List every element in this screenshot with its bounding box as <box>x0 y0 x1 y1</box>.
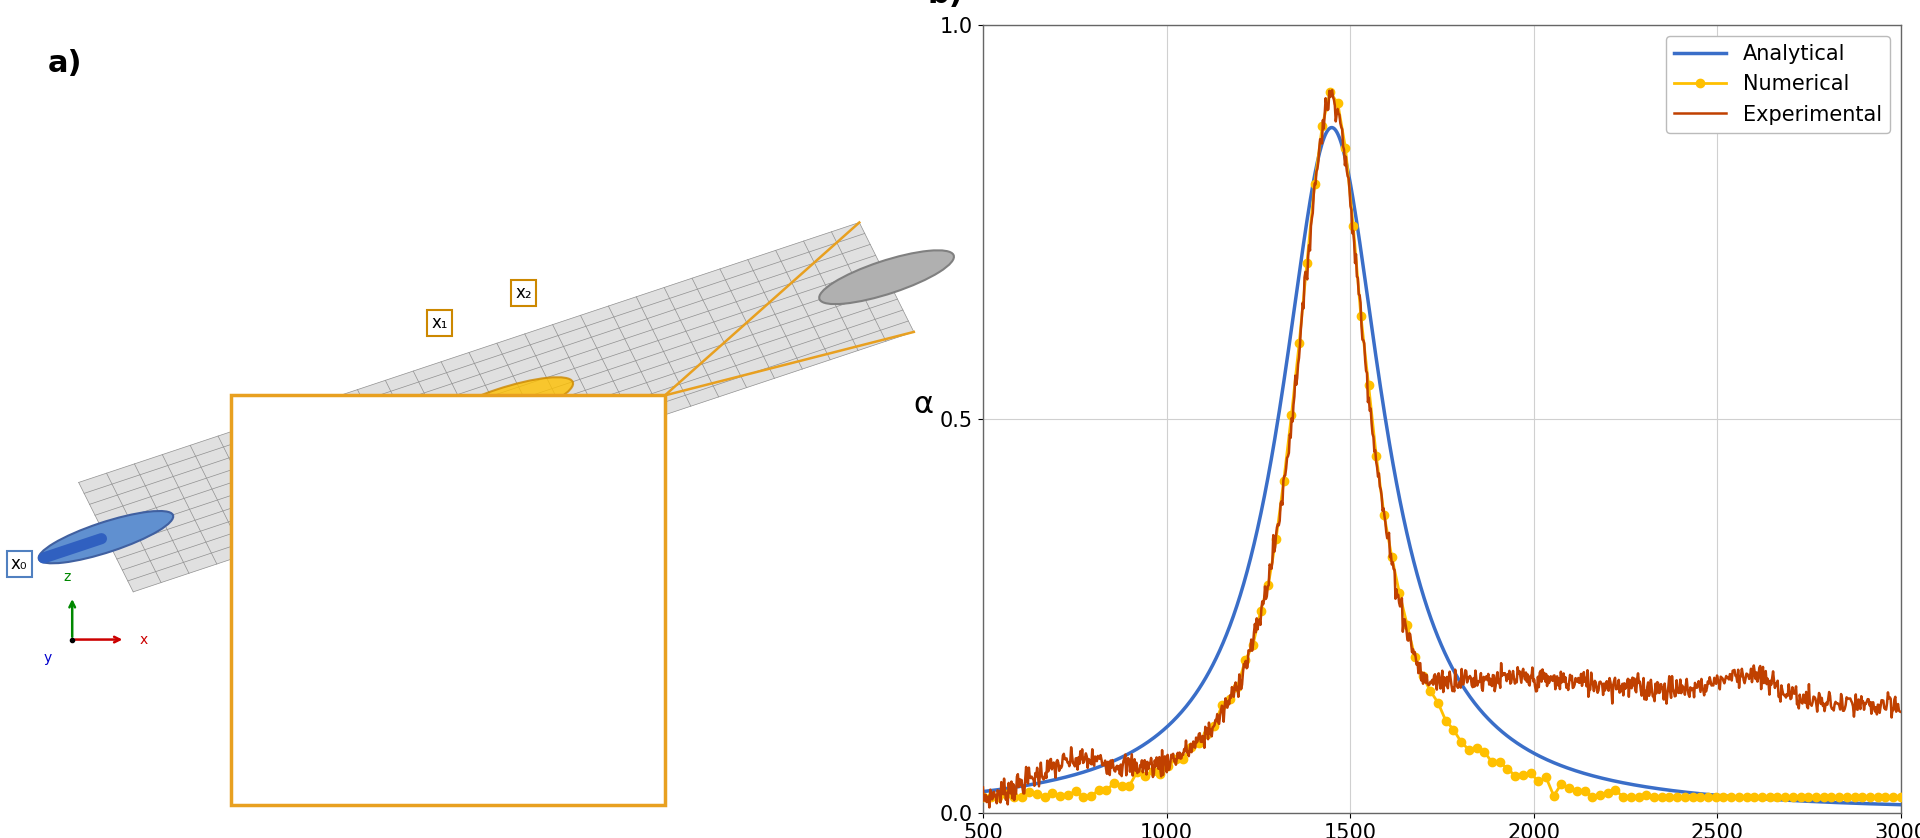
Numerical <box>1611 792 1634 802</box>
Experimental <box>1889 707 1912 717</box>
Experimental <box>972 783 995 793</box>
Numerical <box>972 792 995 802</box>
Numerical <box>1889 792 1912 802</box>
Numerical <box>1219 694 1242 704</box>
Ellipse shape <box>436 377 572 432</box>
Numerical <box>1705 792 1728 802</box>
Line: Numerical: Numerical <box>979 88 1905 801</box>
Polygon shape <box>79 223 914 592</box>
Analytical <box>1763 794 1786 804</box>
Ellipse shape <box>38 511 173 563</box>
Line: Analytical: Analytical <box>983 127 1901 804</box>
Text: x₀: x₀ <box>12 555 27 572</box>
Analytical <box>1321 122 1344 132</box>
Text: a): a) <box>48 49 83 78</box>
Analytical <box>1889 799 1912 810</box>
Text: y: y <box>44 651 52 665</box>
Analytical <box>1505 738 1528 748</box>
Analytical <box>1557 763 1580 773</box>
Text: z: z <box>63 571 71 584</box>
Y-axis label: α: α <box>914 390 933 419</box>
Analytical <box>972 787 995 797</box>
Experimental <box>1603 673 1626 683</box>
Ellipse shape <box>380 396 518 450</box>
Experimental <box>977 803 1000 813</box>
Experimental <box>1321 85 1344 96</box>
Numerical <box>1866 792 1889 802</box>
Text: b): b) <box>927 0 964 9</box>
Numerical <box>1488 758 1511 768</box>
FancyBboxPatch shape <box>230 396 664 805</box>
Numerical <box>1319 87 1342 97</box>
Line: Experimental: Experimental <box>983 91 1901 808</box>
Experimental <box>1066 764 1089 774</box>
Text: x₁: x₁ <box>432 314 447 332</box>
Ellipse shape <box>820 251 954 304</box>
Analytical <box>1530 752 1553 762</box>
Experimental <box>1705 670 1728 680</box>
Experimental <box>1344 249 1367 259</box>
Experimental <box>1377 528 1400 538</box>
Analytical <box>1027 778 1050 788</box>
Experimental <box>1690 687 1713 697</box>
Text: x: x <box>140 633 148 647</box>
Numerical <box>1164 754 1187 764</box>
Analytical <box>1668 787 1692 797</box>
Text: x₂: x₂ <box>515 284 532 303</box>
Legend: Analytical, Numerical, Experimental: Analytical, Numerical, Experimental <box>1667 35 1891 133</box>
